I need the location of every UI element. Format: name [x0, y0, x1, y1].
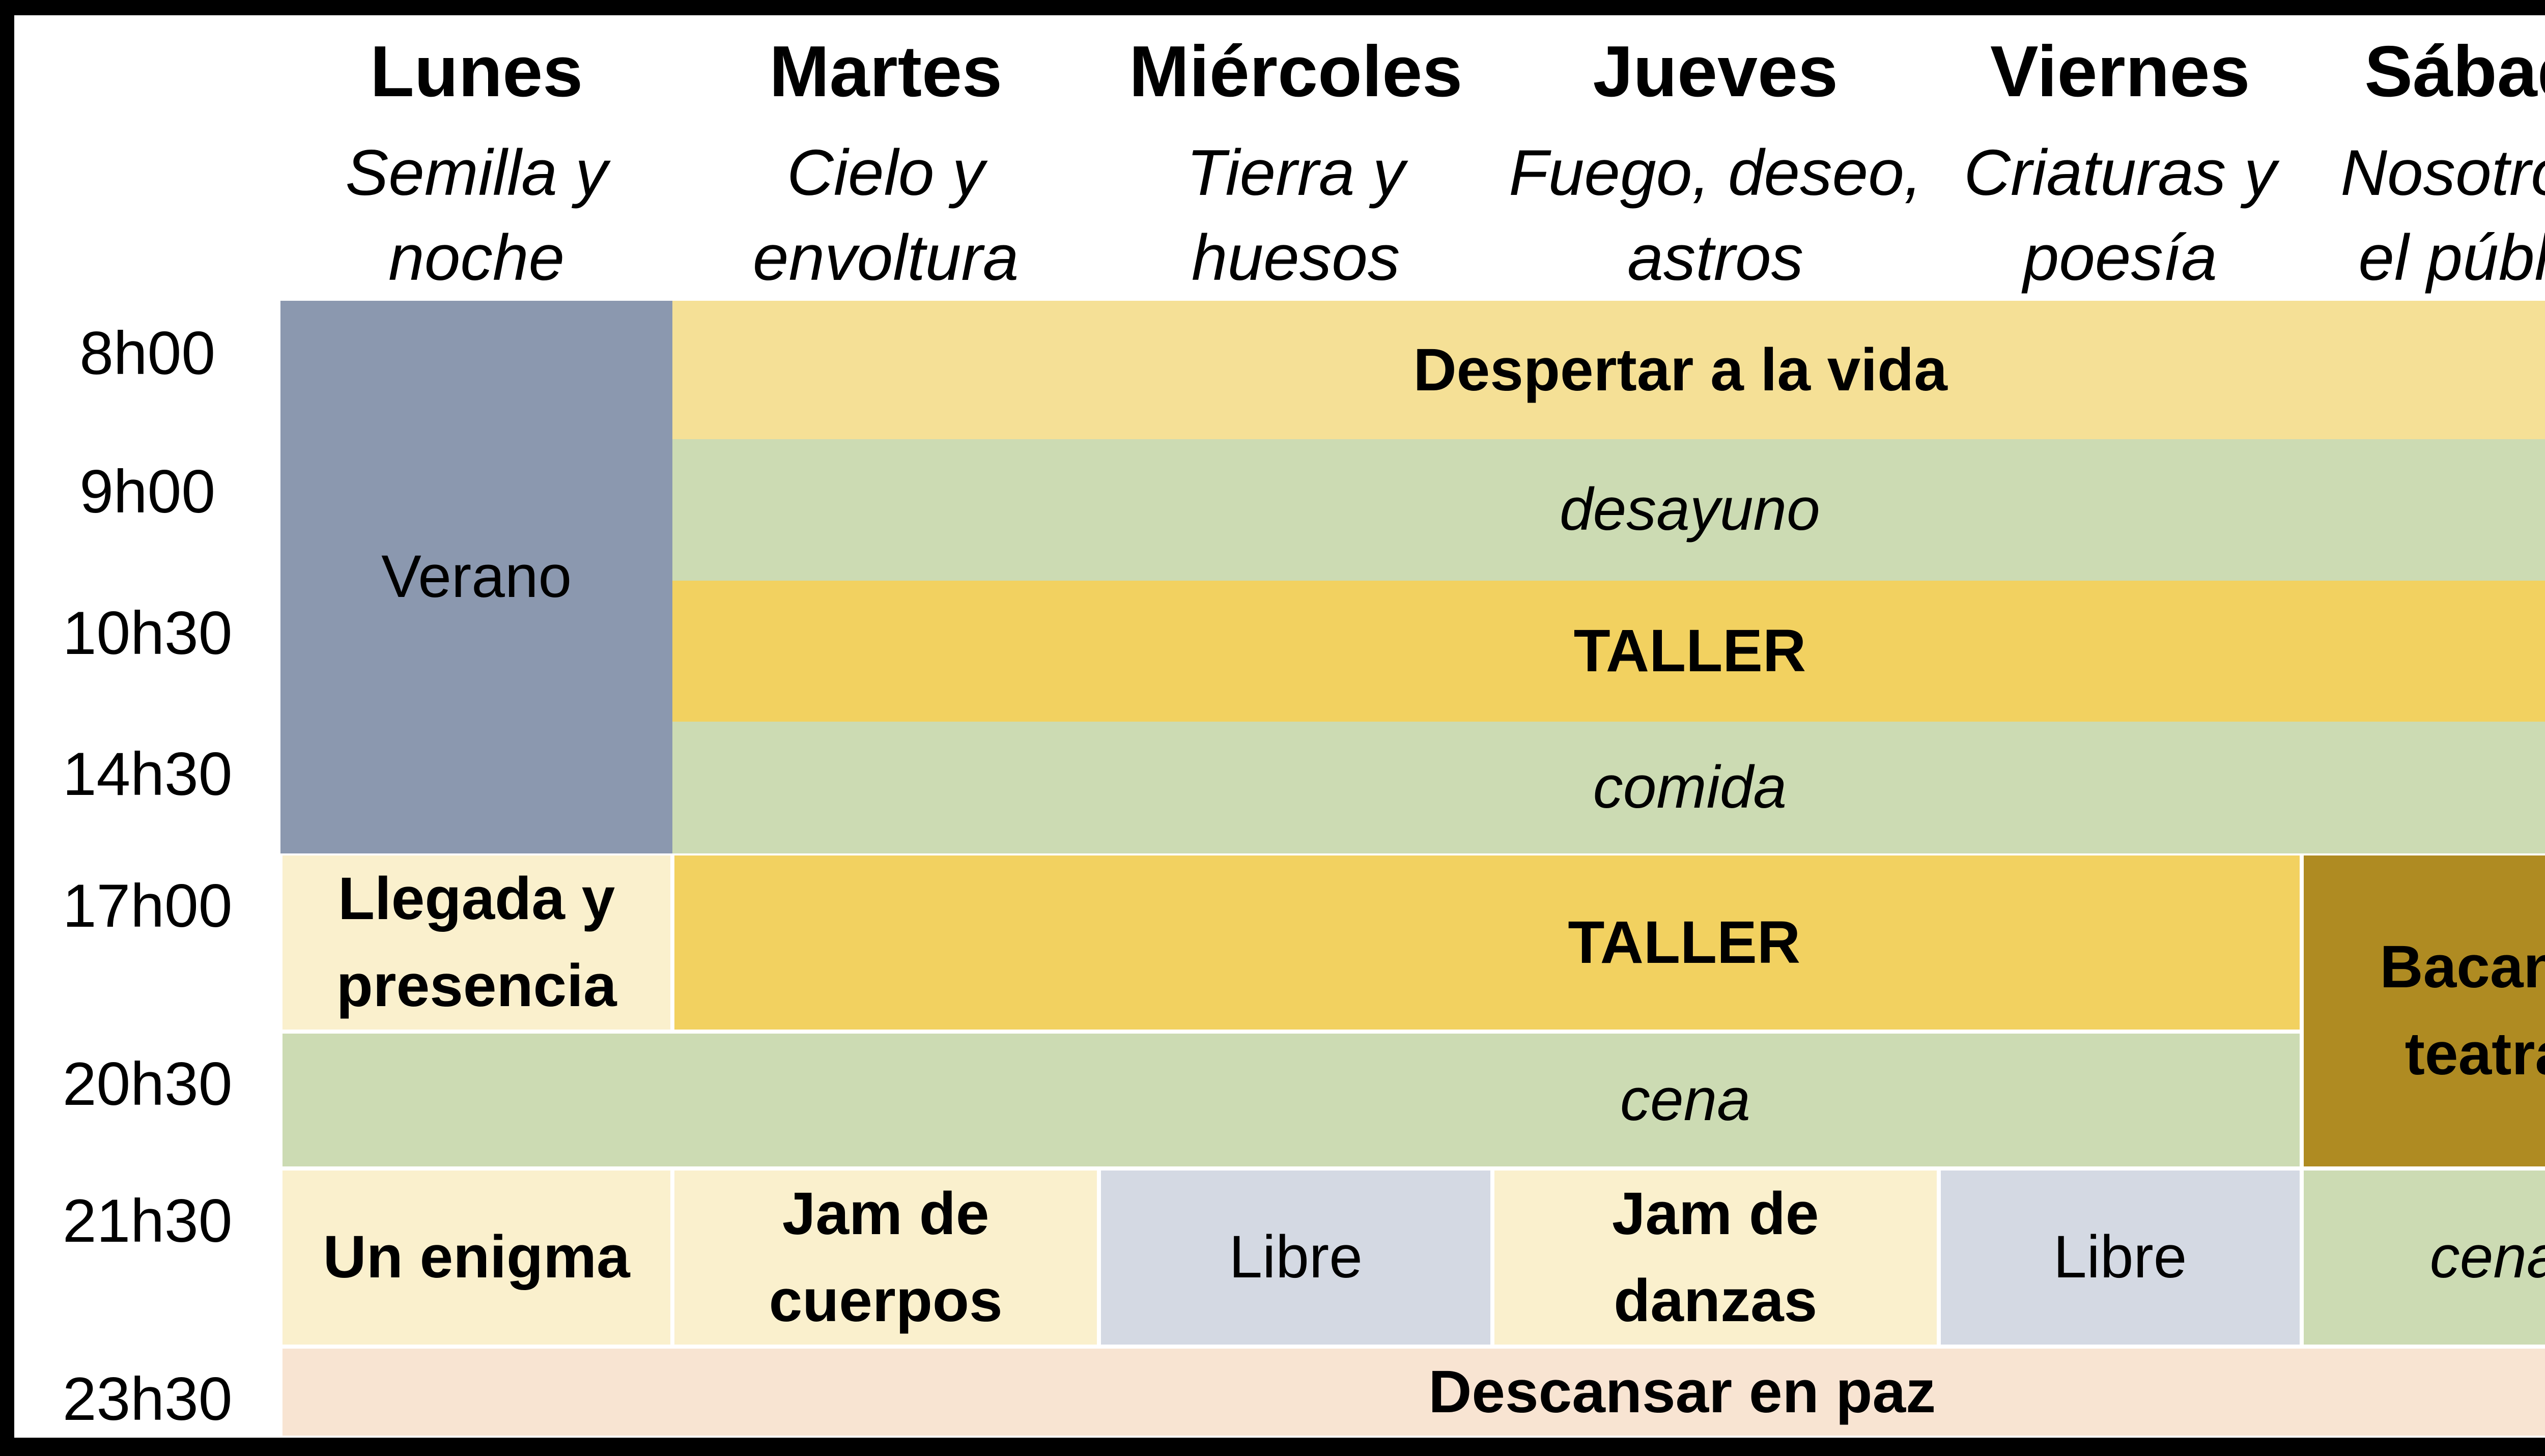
day-subtitle-jueves: Fuego, deseo, astros	[1509, 136, 1922, 294]
day-name-sabado: Sábado	[2364, 31, 2545, 112]
cell-libre-miercoles: Libre	[1099, 1168, 1492, 1347]
cell-jam-de-danzas: Jam de danzas	[1492, 1168, 1939, 1347]
time-label-8h00: 8h00	[79, 319, 216, 387]
day-name-lunes: Lunes	[370, 31, 583, 112]
cell-comida: comida	[672, 721, 2545, 854]
cell-cena-sabado: cena	[2301, 1168, 2545, 1347]
time-label-10h30: 10h30	[62, 598, 233, 667]
day-header-lunes: Lunes Semilla y noche	[280, 15, 672, 301]
time-label-20h30: 20h30	[62, 1050, 233, 1119]
cell-cena: cena	[280, 1032, 2302, 1168]
day-name-viernes: Viernes	[1990, 31, 2250, 112]
cell-llegada-y-presencia: Llegada y presencia	[280, 853, 672, 1032]
day-header-sabado: Sábado Nosotros y el público	[2302, 15, 2545, 301]
cell-libre-viernes: Libre	[1938, 1168, 2302, 1347]
cell-despertar-a-la-vida: Despertar a la vida	[672, 300, 2545, 440]
day-name-miercoles: Miércoles	[1129, 31, 1463, 112]
time-label-9h00: 9h00	[79, 458, 216, 526]
schedule-grid: Lunes Semilla y noche Martes Cielo y env…	[14, 15, 2545, 1438]
day-header-jueves: Jueves Fuego, deseo, astros	[1492, 15, 1939, 301]
time-label-21h30: 21h30	[62, 1186, 233, 1255]
cell-taller-manana: TALLER	[672, 580, 2545, 722]
day-subtitle-sabado: Nosotros y el público	[2340, 136, 2545, 294]
day-subtitle-lunes: Semilla y noche	[345, 136, 608, 294]
day-name-martes: Martes	[769, 31, 1002, 112]
day-subtitle-miercoles: Tierra y huesos	[1186, 136, 1405, 294]
schedule-panel: Lunes Semilla y noche Martes Cielo y env…	[14, 15, 2545, 1438]
cell-un-enigma: Un enigma	[280, 1168, 672, 1347]
cell-jam-de-cuerpos: Jam de cuerpos	[672, 1168, 1099, 1347]
time-label-14h30: 14h30	[62, 739, 233, 808]
day-header-viernes: Viernes Criaturas y poesía	[1939, 15, 2302, 301]
cell-taller-tarde: TALLER	[672, 853, 2302, 1032]
day-subtitle-viernes: Criaturas y poesía	[1964, 136, 2277, 294]
time-label-17h00: 17h00	[62, 872, 233, 940]
cell-descansar-en-paz: Descansar en paz	[280, 1346, 2545, 1438]
day-header-martes: Martes Cielo y envoltura	[672, 15, 1099, 301]
cell-bacanal-teatral: Bacanal teatral	[2301, 853, 2545, 1168]
cell-verano: Verano	[280, 300, 672, 854]
day-name-jueves: Jueves	[1593, 31, 1839, 112]
cell-desayuno: desayuno	[672, 439, 2545, 581]
day-header-miercoles: Miércoles Tierra y huesos	[1099, 15, 1492, 301]
time-label-23h30: 23h30	[62, 1364, 233, 1433]
day-subtitle-martes: Cielo y envoltura	[752, 136, 1019, 294]
